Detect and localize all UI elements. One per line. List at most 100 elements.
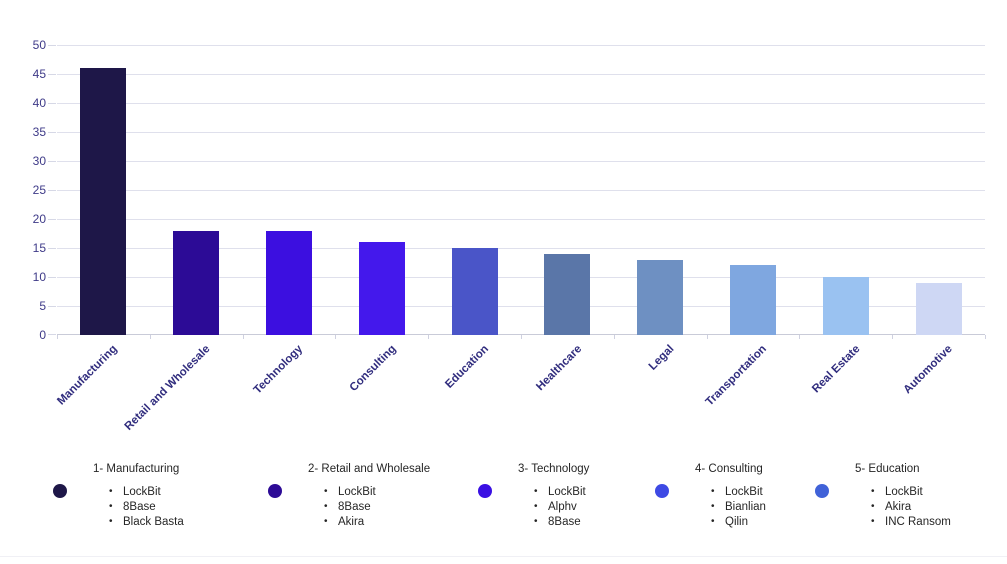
- bullet-icon: •: [871, 486, 875, 497]
- x-axis-tick-mark: [150, 335, 151, 339]
- legend-item: • LockBit: [518, 486, 589, 498]
- y-axis-tick-mark: [48, 334, 56, 335]
- legend-item: • LockBit: [855, 486, 951, 498]
- legend-group-title: 2- Retail and Wholesale: [308, 463, 431, 475]
- legend-item: • LockBit: [695, 486, 766, 498]
- legend-item-label: Akira: [338, 516, 365, 528]
- x-axis-label-legal: Legal: [646, 343, 677, 373]
- legend-group-title: 1- Manufacturing: [93, 463, 180, 475]
- bullet-icon: •: [324, 501, 328, 512]
- legend-item: • Akira: [855, 501, 951, 513]
- gridline-10: [57, 277, 985, 278]
- legend-item: • Bianlian: [695, 501, 766, 513]
- legend-item-label: LockBit: [123, 486, 161, 498]
- y-axis-tick-mark: [48, 190, 56, 191]
- gridline-35: [57, 132, 985, 133]
- bullet-icon: •: [324, 486, 328, 497]
- y-axis-tick-mark: [48, 45, 56, 46]
- y-axis-tick-label: 45: [32, 67, 46, 81]
- legend-item-label: Alphv: [548, 501, 577, 513]
- gridline-50: [57, 45, 985, 46]
- bullet-icon: •: [871, 501, 875, 512]
- legend-group-3-technology: 3- Technology • LockBit • Alphv • 8Base: [478, 461, 589, 531]
- gridline-40: [57, 103, 985, 104]
- x-axis-label-transportation: Transportation: [704, 343, 770, 409]
- x-axis-label-real-estate: Real Estate: [809, 343, 863, 396]
- gridline-25: [57, 190, 985, 191]
- x-axis-label-retail-and-wholesale: Retail and Wholesale: [122, 343, 213, 433]
- bullet-icon: •: [534, 501, 538, 512]
- gridline-30: [57, 161, 985, 162]
- bullet-icon: •: [711, 501, 715, 512]
- bar-education: [451, 248, 498, 335]
- legend-item-label: Black Basta: [123, 516, 184, 528]
- y-axis-tick-label: 30: [32, 154, 46, 168]
- legend-group-1-manufacturing: 1- Manufacturing • LockBit • 8Base • Black Bas…: [53, 461, 184, 531]
- y-axis-tick-label: 20: [32, 212, 46, 226]
- x-axis-tick-mark: [707, 335, 708, 339]
- legend-item-list: • LockBit • Akira • INC Ransom: [855, 486, 951, 528]
- plot-area: [57, 45, 985, 335]
- legend-item-label: 8Base: [338, 501, 371, 513]
- bullet-icon: •: [534, 486, 538, 497]
- bullet-icon: •: [871, 516, 875, 527]
- x-axis-tick-mark: [892, 335, 893, 339]
- bar-consulting: [358, 242, 405, 335]
- x-axis: Manufacturing Retail and Wholesale Technol…: [0, 343, 1007, 443]
- legend-item: • 8Base: [93, 501, 184, 513]
- legend-item-label: LockBit: [338, 486, 376, 498]
- bar-transportation: [730, 265, 776, 335]
- gridline-5: [57, 306, 985, 307]
- bullet-icon: •: [711, 516, 715, 527]
- legend-marker-icon: [815, 484, 829, 498]
- y-axis-ticks: [48, 45, 56, 335]
- legend-group-body: 3- Technology • LockBit • Alphv • 8Base: [518, 461, 589, 531]
- x-axis-label-education: Education: [443, 343, 492, 391]
- legend-item: • LockBit: [93, 486, 184, 498]
- x-axis-tick-mark: [614, 335, 615, 339]
- x-axis-ticks: [57, 335, 986, 340]
- y-axis-tick-mark: [48, 74, 56, 75]
- x-axis-label-healthcare: Healthcare: [533, 343, 584, 394]
- x-axis-label-technology: Technology: [251, 343, 306, 397]
- gridline-45: [57, 74, 985, 75]
- bar-technology: [266, 230, 312, 335]
- legend-item-label: Bianlian: [725, 501, 766, 513]
- legend-group-body: 2- Retail and Wholesale • LockBit • 8Base • Ak…: [308, 461, 430, 531]
- legend-item-label: 8Base: [123, 501, 156, 513]
- bar-legal: [637, 259, 684, 335]
- y-axis-tick-label: 0: [39, 328, 46, 342]
- legend-item-label: Akira: [885, 501, 912, 513]
- y-axis-tick-label: 50: [32, 38, 46, 52]
- x-axis-tick-mark: [243, 335, 244, 339]
- gridline-15: [57, 248, 985, 249]
- bullet-icon: •: [109, 486, 113, 497]
- legend-group-2-retail-and-wholesale: 2- Retail and Wholesale • LockBit • 8Base • Ak…: [268, 461, 430, 531]
- y-axis-tick-mark: [48, 277, 56, 278]
- bar-retail-and-wholesale: [173, 230, 220, 335]
- legend-item-list: • LockBit • Alphv • 8Base: [518, 486, 589, 528]
- legend-item: • Qilin: [695, 516, 766, 528]
- legend-group-body: 1- Manufacturing • LockBit • 8Base • Black Bas…: [93, 461, 184, 531]
- y-axis-tick-mark: [48, 248, 56, 249]
- legend-item-label: LockBit: [548, 486, 586, 498]
- legend-marker-icon: [268, 484, 282, 498]
- bullet-icon: •: [534, 516, 538, 527]
- legend-item: • Alphv: [518, 501, 589, 513]
- legend-item: • LockBit: [308, 486, 430, 498]
- y-axis-tick-mark: [48, 161, 56, 162]
- y-axis-tick-label: 25: [32, 183, 46, 197]
- x-axis-line: [57, 334, 985, 335]
- legend: 1- Manufacturing • LockBit • 8Base • Black Bas…: [0, 461, 1007, 556]
- bullet-icon: •: [324, 516, 328, 527]
- x-axis-label-consulting: Consulting: [347, 343, 399, 394]
- legend-item: • 8Base: [518, 516, 589, 528]
- y-axis-tick-label: 10: [32, 270, 46, 284]
- y-axis-tick-label: 5: [39, 299, 46, 313]
- x-axis-tick-mark: [521, 335, 522, 339]
- bullet-icon: •: [109, 501, 113, 512]
- legend-item-label: Qilin: [725, 516, 749, 528]
- x-axis-tick-mark: [428, 335, 429, 339]
- legend-group-title: 4- Consulting: [695, 463, 763, 475]
